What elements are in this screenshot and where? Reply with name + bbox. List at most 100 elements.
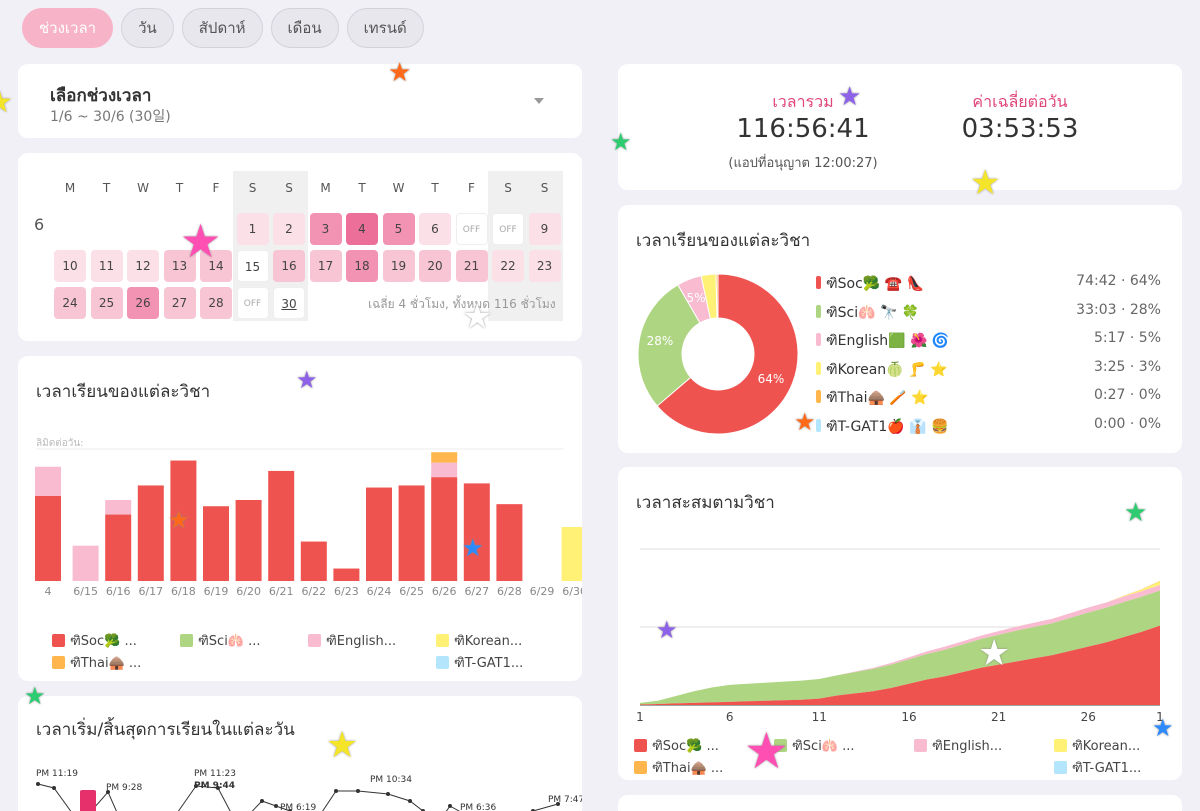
legend-swatch [816,418,821,432]
start-end-chart: PM 11:19 PM 9:28 PM 11:23 PM 9:44 PM 6:19 PM … [36,769,582,811]
pie-legend-item: ฑิSoc🥦 ☎️ 👠 74:42 · 64% [816,272,1161,294]
range-selector-title: เลือกช่วงเวลา [50,86,152,106]
tab-day[interactable]: วัน [121,8,174,48]
calendar-day[interactable]: 6 [419,213,451,245]
time-annotation: PM 11:23 [194,769,236,779]
legend-swatch [436,656,449,669]
calendar-day[interactable]: 4 [346,213,378,245]
x-tick-label: 6/26 [432,585,457,598]
weekday-label: S [285,181,293,195]
bar-legend-item: ฑิThai🛖 ... [52,652,141,673]
calendar-day[interactable]: 25 [90,287,123,319]
calendar-day[interactable]: OFF [492,213,524,245]
x-tick-label: 6/20 [236,585,261,598]
calendar-day[interactable]: 27 [163,287,196,319]
bar-segment [105,500,132,515]
legend-label: ฑิEnglish... [932,739,1003,754]
tab-month[interactable]: เดือน [270,8,339,48]
bar-segment [105,514,132,581]
pie-slice-label: 5% [686,291,705,305]
legend-swatch [634,739,647,752]
legend-subject-name: ฑิSci🫁 🔭 🍀 [826,304,920,321]
bar-legend-item: ฑิKorean... [436,630,522,651]
bar-chart: 4 6/15 6/16 6/17 6/18 6/19 6/20 6/21 6/22 6/23 6/2… [35,448,582,598]
range-selector-value: 1/6 ~ 30/6 (30일) [50,109,171,125]
star-sticker-icon: ★ [326,725,359,766]
start-end-point [260,799,264,803]
calendar-day[interactable]: 15 [236,250,269,282]
daily-bar-card: เวลาเรียนของแต่ละวิชา ลิมิตต่อวัน: 4 6/15… [18,356,582,681]
calendar-day[interactable]: 22 [492,250,524,282]
calendar-day[interactable]: 23 [528,250,561,282]
range-selector[interactable]: เลือกช่วงเวลา 1/6 ~ 30/6 (30일) [18,64,582,138]
calendar-day[interactable]: 16 [273,250,305,282]
calendar-card: M T W T F S S M T W T F S S 1 2 3 4 5 6 OFF OFF 9 10 11 12 13 14 15 1… [18,153,582,341]
x-tick-label: 6/19 [204,585,229,598]
calendar-day[interactable]: 2 [273,213,305,245]
pie-slice-label: 64% [758,372,785,386]
totals-card: เวลารวม 116:56:41 (แอปที่อนุญาต 12:00:27… [618,64,1182,190]
x-tick-label: 6/23 [334,585,359,598]
chevron-down-icon[interactable] [534,98,544,104]
x-tick-label: 6 [726,710,734,724]
calendar-day[interactable]: 26 [127,287,159,319]
x-tick-label: 11 [812,710,827,724]
calendar-day[interactable]: 20 [419,250,451,282]
time-annotation: PM 9:44 [194,781,235,791]
bar-segment [300,541,327,581]
area-chart: 1 6 11 16 21 26 1 [636,548,1164,724]
legend-subject-name: ฑิKorean🍈 🦵 ⭐ [826,361,948,378]
calendar-day[interactable]: 10 [54,250,86,282]
x-tick-label: 6/28 [497,585,522,598]
calendar-day[interactable]: 3 [309,213,342,245]
time-annotation: PM 9:28 [106,783,143,793]
weekday-label: M [320,181,331,195]
calendar-day[interactable]: 11 [90,250,123,282]
bar-segment [268,470,295,581]
calendar-day[interactable]: 13 [163,250,196,282]
weekday-label: S [248,181,257,195]
star-sticker-icon: ★ [168,506,190,534]
calendar-day[interactable]: OFF [236,287,269,319]
pie-slice [656,273,799,435]
calendar-day[interactable]: 28 [200,287,232,319]
tab-range[interactable]: ช่วงเวลา [22,8,114,48]
weekday-label: T [175,181,184,195]
legend-label: ฑิT-GAT1... [454,656,524,671]
bar-segment [431,452,458,463]
calendar-day[interactable]: 21 [455,250,488,282]
bar-legend-item: ฑิSoc🥦 ... [52,630,137,651]
star-sticker-icon: ★ [388,58,412,88]
start-end-point [52,786,56,790]
calendar-day[interactable]: 1 [236,213,269,245]
calendar-day[interactable]: 9 [528,213,561,245]
weekend-column [488,171,563,321]
legend-subject-value: 74:42 · 64% [1076,273,1161,289]
legend-swatch [816,390,821,403]
calendar-day[interactable]: 19 [382,250,415,282]
calendar-day[interactable]: OFF [455,213,488,245]
calendar-day[interactable]: 18 [346,250,378,282]
legend-label: ฑิSci🫁 ... [198,634,261,649]
tab-week[interactable]: สัปดาห์ [181,8,263,48]
x-tick-label: 6/25 [399,585,424,598]
calendar-day[interactable]: 30 [273,287,305,319]
legend-swatch [634,761,647,774]
start-end-point [408,799,412,803]
star-sticker-icon: ★ [1152,714,1174,742]
bar-segment [203,506,229,581]
weekday-label: F [212,181,220,195]
calendar-day[interactable]: 5 [382,213,415,245]
calendar-day[interactable]: 17 [309,250,342,282]
pie-slice [715,273,719,319]
bar-segment [333,568,360,581]
calendar-day[interactable]: 12 [127,250,159,282]
bar-segment [431,477,458,581]
calendar-day[interactable]: 24 [54,287,86,319]
star-sticker-icon: ★ [1124,498,1148,528]
pie-chart: 64% 28% 5% [637,273,799,435]
calendar-day[interactable]: 14 [200,250,232,282]
daily-average-label: ค่าเฉลี่ยต่อวัน [972,92,1068,111]
legend-label: ฑิSci🫁 ... [792,739,855,754]
tab-trend[interactable]: เทรนด์ [346,8,424,48]
